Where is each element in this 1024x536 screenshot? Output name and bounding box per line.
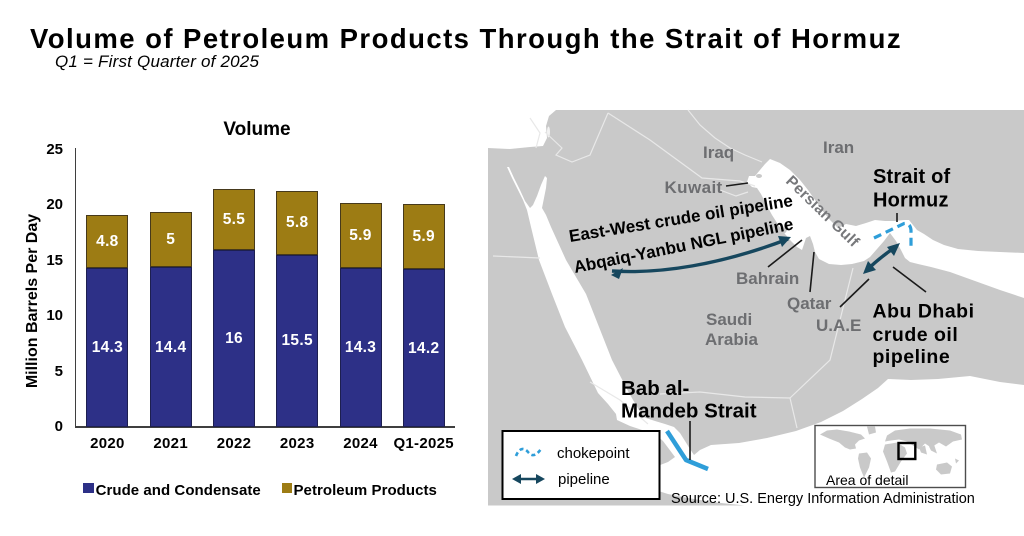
svg-text:Iraq: Iraq xyxy=(703,143,734,162)
svg-text:Strait of: Strait of xyxy=(873,166,950,188)
svg-text:Source: U.S. Energy Informatio: Source: U.S. Energy Information Administ… xyxy=(671,491,975,507)
svg-text:pipeline: pipeline xyxy=(873,346,951,368)
svg-text:pipeline: pipeline xyxy=(558,471,610,488)
svg-text:Iran: Iran xyxy=(823,138,854,157)
svg-text:Saudi: Saudi xyxy=(706,310,752,329)
svg-text:crude oil: crude oil xyxy=(873,324,959,346)
svg-text:Kuwait: Kuwait xyxy=(665,178,723,197)
svg-text:Arabia: Arabia xyxy=(705,330,758,349)
svg-text:Area of detail: Area of detail xyxy=(826,472,909,488)
svg-text:Bab al-: Bab al- xyxy=(621,377,689,400)
svg-text:chokepoint: chokepoint xyxy=(557,445,630,462)
svg-text:U.A.E: U.A.E xyxy=(816,316,861,335)
svg-text:Abu Dhabi: Abu Dhabi xyxy=(873,301,975,323)
svg-text:Qatar: Qatar xyxy=(787,294,832,313)
svg-text:Mandeb Strait: Mandeb Strait xyxy=(621,400,757,423)
svg-text:Hormuz: Hormuz xyxy=(873,190,949,212)
svg-text:Bahrain: Bahrain xyxy=(736,269,799,288)
